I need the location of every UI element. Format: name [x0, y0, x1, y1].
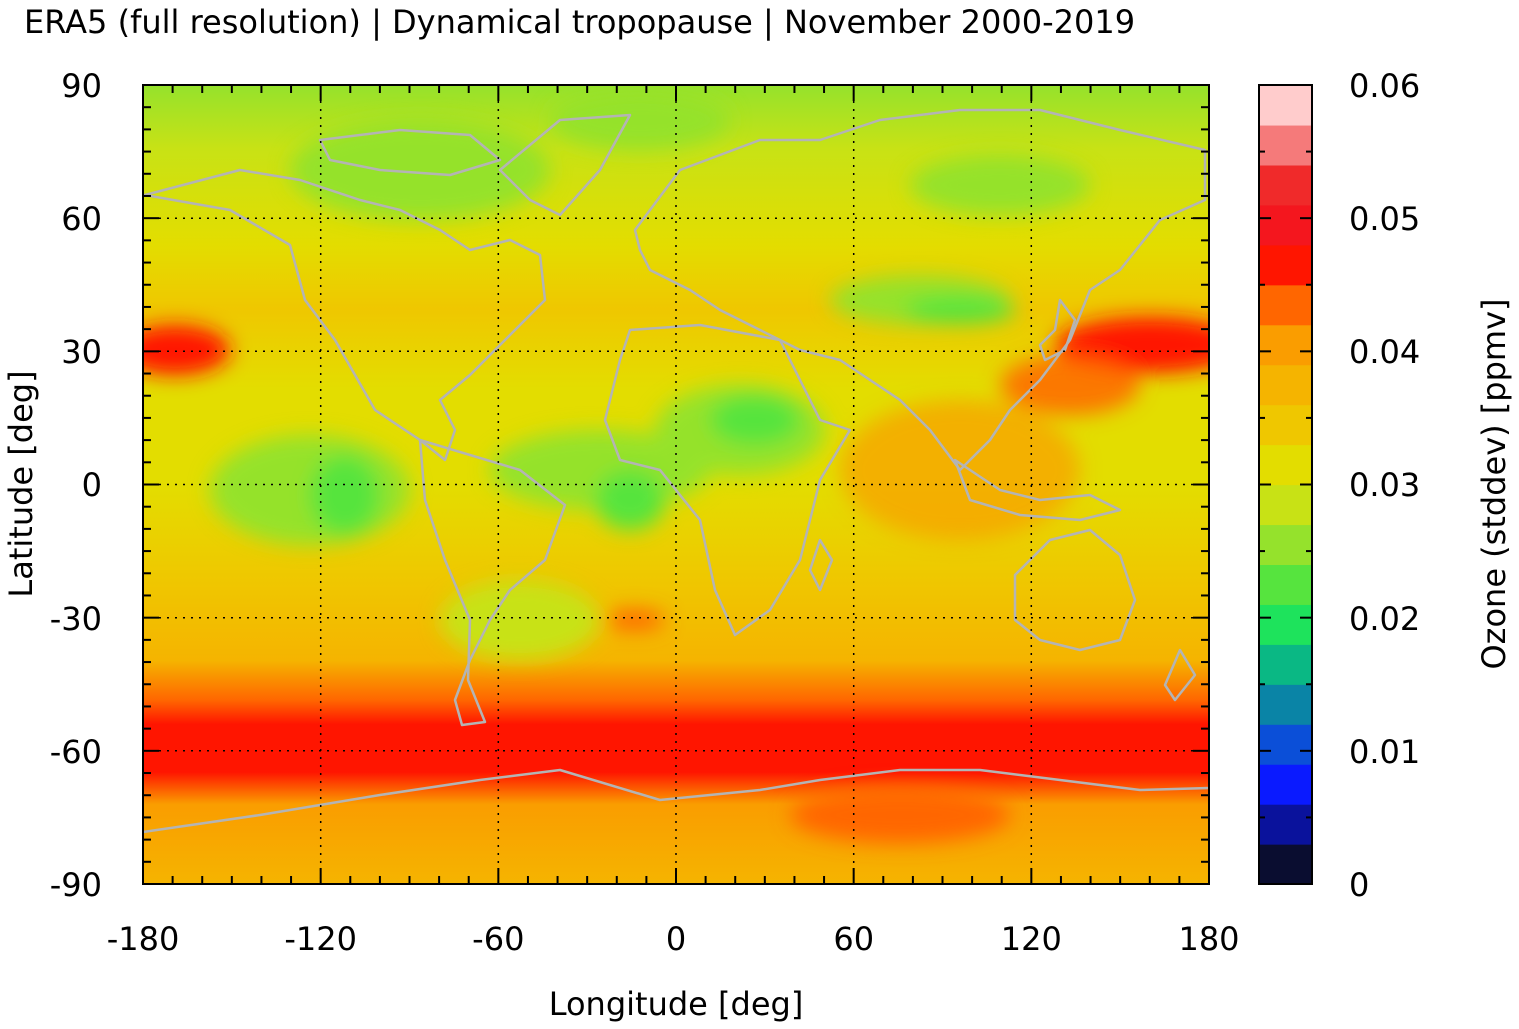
y-axis-ticks: 90 60 30 0 -30 -60 -90 [50, 67, 102, 904]
field-patch-asia-core [905, 296, 1015, 324]
colorbar-swatch [1259, 244, 1312, 286]
x-tick-label: -60 [472, 920, 524, 958]
x-axis-label: Longitude [deg] [549, 985, 804, 1023]
field-patch-dateline-jet [143, 325, 230, 375]
colorbar-swatch [1259, 604, 1312, 645]
colorbar-swatch [1259, 764, 1312, 805]
coastline-antarctica [143, 768, 1209, 834]
field-patch-arctic-america [290, 120, 550, 220]
colorbar-tick-label: 0.04 [1349, 333, 1420, 371]
colorbar-labels: 0.06 0.05 0.04 0.03 0.02 0.01 0 [1349, 67, 1420, 904]
coastline-arctic-islands [318, 128, 502, 177]
colorbar-tick-label: 0.02 [1349, 600, 1420, 638]
colorbar-swatch [1259, 564, 1312, 605]
field-patch-south-atlantic [440, 580, 600, 660]
colorbar-tick-label: 0.01 [1349, 733, 1420, 771]
coastline-indonesia [953, 458, 1122, 522]
x-tick-label: 60 [833, 920, 874, 958]
colorbar-label: Ozone (stddev) [ppmv] [1475, 298, 1513, 669]
colorbar-swatch [1259, 684, 1312, 725]
colorbar-swatch [1259, 324, 1312, 366]
coastline-eurasia [633, 108, 1207, 472]
x-tick-label: 120 [1001, 920, 1062, 958]
y-tick-label: 90 [61, 67, 102, 105]
colorbar-tick-label: 0.03 [1349, 466, 1420, 504]
colorbar-tick-label: 0 [1349, 866, 1369, 904]
field-patch-siberia [910, 155, 1090, 215]
coastline-australia [1013, 528, 1137, 652]
colorbar-swatch [1259, 644, 1312, 685]
colorbar-tick-marks [1259, 84, 1312, 885]
coastline-africa [603, 323, 852, 637]
colorbar-swatch [1259, 444, 1312, 486]
y-tick-label: 0 [82, 466, 102, 504]
y-tick-label: 30 [61, 333, 102, 371]
colorbar-swatch [1259, 524, 1312, 565]
axis-ticks [142, 84, 1210, 885]
colorbar-swatches [1259, 85, 1312, 885]
coastline-south-america [418, 438, 567, 727]
field-patch-antarctic-coast [790, 787, 1010, 843]
field-patch-east-pacific [210, 435, 410, 545]
field-patch-japan-jet-halo [1000, 355, 1140, 415]
coastline-madagascar [808, 538, 834, 592]
colorbar-swatch [1259, 484, 1312, 526]
colorbar-tick-label: 0.06 [1349, 67, 1420, 105]
field-patch-south-atlantic-orange [605, 610, 665, 630]
coastline-japan [1038, 298, 1077, 362]
colorbar-swatch [1259, 804, 1312, 845]
colorbar-swatch [1259, 364, 1312, 406]
y-tick-label: 60 [61, 200, 102, 238]
colorbar-swatch [1259, 85, 1312, 126]
colorbar-swatch [1259, 124, 1312, 166]
x-tick-label: -180 [107, 920, 180, 958]
coastline-greenland [498, 113, 632, 217]
chart-title: ERA5 (full resolution) | Dynamical tropo… [24, 3, 1135, 41]
x-tick-label: 0 [666, 920, 686, 958]
x-tick-label: -120 [284, 920, 357, 958]
y-axis-label: Latitude [deg] [2, 370, 40, 597]
field-patch-arctic-atlantic [550, 90, 730, 150]
y-tick-label: -30 [50, 600, 102, 638]
x-axis-ticks: -180 -120 -60 0 60 120 180 [107, 920, 1240, 958]
coastline-north-america [143, 168, 547, 462]
coastline-new-zealand [1163, 648, 1197, 702]
y-tick-label: -90 [50, 866, 102, 904]
x-tick-label: 180 [1178, 920, 1239, 958]
coastlines [143, 108, 1209, 834]
gridlines [143, 85, 1209, 884]
colorbar-swatch [1259, 724, 1312, 765]
colorbar-swatch [1259, 404, 1312, 446]
colorbar-swatch [1259, 164, 1312, 206]
y-tick-label: -60 [50, 733, 102, 771]
colorbar-swatch [1259, 284, 1312, 326]
colorbar-swatch [1259, 204, 1312, 246]
field-patch-east-pacific-core [310, 455, 380, 535]
colorbar-tick-label: 0.05 [1349, 200, 1420, 238]
field-patch-africa-core [710, 395, 800, 445]
colorbar-swatch [1259, 844, 1312, 885]
field-patch-atlantic-core [595, 470, 665, 530]
